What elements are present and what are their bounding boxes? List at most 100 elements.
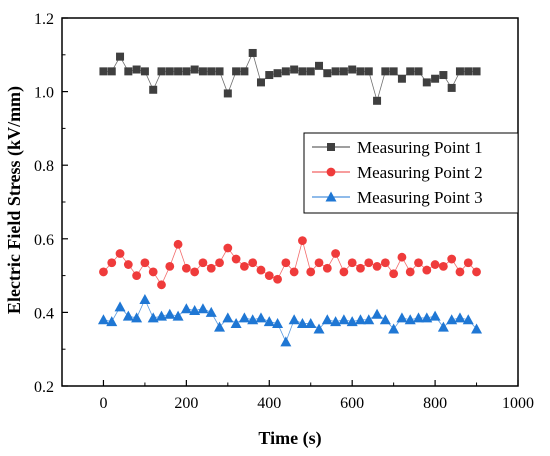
series-2-point xyxy=(389,269,399,279)
series-1-point xyxy=(331,67,340,76)
series-2-point xyxy=(289,267,299,277)
series-3-point xyxy=(114,301,126,312)
series-3-point xyxy=(131,312,143,323)
series-3-point xyxy=(214,321,226,332)
series-1-point xyxy=(339,67,348,76)
y-tick-label: 0.8 xyxy=(34,158,54,175)
series-3-point xyxy=(471,323,483,334)
legend-box xyxy=(303,132,519,214)
series-1-point xyxy=(273,69,282,78)
series-1-point xyxy=(265,71,274,80)
series-2-point xyxy=(447,254,457,264)
series-2-point xyxy=(414,258,423,268)
series-1-point xyxy=(157,67,166,76)
legend-item-3: Measuring Point 3 xyxy=(312,188,483,207)
series-2-point xyxy=(256,265,266,275)
series-1-point xyxy=(406,67,415,76)
x-tick-label: 0 xyxy=(99,395,107,412)
legend-swatch-1 xyxy=(312,143,350,151)
series-3-point xyxy=(404,314,416,325)
legend-marker-3 xyxy=(325,191,337,202)
series-2-point xyxy=(190,267,200,277)
series-1-point xyxy=(240,67,249,76)
x-tick-label: 200 xyxy=(174,395,198,412)
series-3-point xyxy=(164,308,176,319)
series-3-point xyxy=(388,323,400,334)
series-1-point xyxy=(348,65,357,74)
legend: Measuring Point 1 Measuring Point 2 Meas… xyxy=(303,132,519,214)
legend-swatch-3 xyxy=(312,191,350,202)
series-2-point xyxy=(397,252,407,262)
series-2-point xyxy=(380,258,390,268)
series-1-line xyxy=(103,51,477,103)
series-1-point xyxy=(215,67,224,76)
series-1-point xyxy=(389,67,398,76)
series-3-point xyxy=(421,312,433,323)
series-1-point xyxy=(281,67,290,76)
series-2-point xyxy=(223,243,233,253)
series-1-point xyxy=(464,67,473,76)
series-1-point xyxy=(315,61,324,70)
series-1-point xyxy=(323,69,332,78)
series-3-point xyxy=(147,312,159,323)
series-2-point xyxy=(273,274,282,284)
series-2-point xyxy=(422,265,432,275)
series-2-point xyxy=(322,263,332,273)
series-2-point xyxy=(463,258,473,268)
series-2-point xyxy=(356,263,365,273)
series-1-point xyxy=(99,67,108,76)
series-3-point xyxy=(255,312,267,323)
series-2-point xyxy=(240,262,249,271)
series-3-point xyxy=(330,316,342,327)
series-1-point xyxy=(439,71,448,80)
legend-item-1: Measuring Point 1 xyxy=(312,138,483,157)
series-3 xyxy=(97,294,483,347)
series-3-point xyxy=(313,323,325,334)
series-1-point xyxy=(232,67,241,76)
series-layer xyxy=(97,48,483,347)
series-2-point xyxy=(347,258,357,268)
series-2-point xyxy=(148,267,158,277)
series-1-point xyxy=(290,65,299,74)
y-tick-label: 0.6 xyxy=(34,232,54,249)
series-2-point xyxy=(198,258,208,268)
series-2-point xyxy=(298,236,307,246)
series-1-point xyxy=(190,65,199,74)
series-2-point xyxy=(339,267,349,277)
series-3-point xyxy=(437,321,449,332)
series-1-point xyxy=(306,67,315,76)
series-3-point xyxy=(280,336,292,347)
series-3-point xyxy=(346,316,358,327)
series-2-point xyxy=(281,258,291,268)
series-3-point xyxy=(396,312,408,323)
series-3-point xyxy=(155,310,167,321)
series-3-point xyxy=(139,294,151,305)
series-3-point xyxy=(247,314,259,325)
series-1-point xyxy=(182,67,191,76)
series-1-point xyxy=(174,67,183,76)
series-1-point xyxy=(132,65,141,74)
series-2-line xyxy=(103,239,477,286)
series-1-point xyxy=(381,67,390,76)
series-2-point xyxy=(140,258,150,268)
series-2-point xyxy=(107,258,117,268)
series-3-point xyxy=(462,314,474,325)
legend-label-1: Measuring Point 1 xyxy=(357,138,483,157)
series-2-point xyxy=(157,280,166,290)
series-3-point xyxy=(338,314,350,325)
series-3-point xyxy=(122,310,134,321)
series-2-point xyxy=(455,267,465,277)
series-1-point xyxy=(397,74,406,83)
legend-marker-2 xyxy=(326,167,336,177)
series-1-point xyxy=(165,67,174,76)
series-3-point xyxy=(288,314,300,325)
series-1-point xyxy=(455,67,464,76)
y-axis-title: Electric Field Stress (kV/mm) xyxy=(4,86,25,314)
y-tick-label: 1.2 xyxy=(34,11,54,28)
series-1-point xyxy=(124,67,133,76)
series-1-point xyxy=(447,83,456,92)
series-3-line xyxy=(103,298,477,343)
series-2-point xyxy=(472,267,481,277)
series-2-point xyxy=(123,260,133,269)
